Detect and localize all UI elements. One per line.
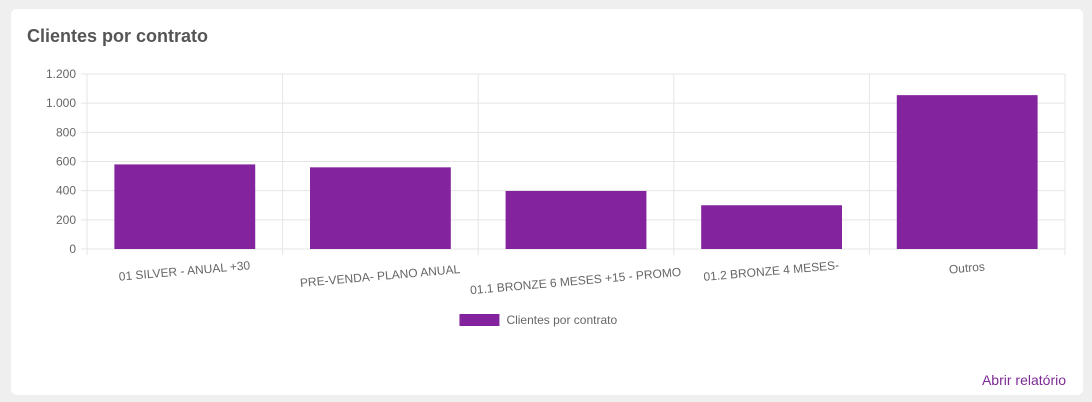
legend-swatch — [459, 314, 500, 326]
y-tick-label: 1.000 — [46, 96, 76, 110]
x-category-label: PRE-VENDA- PLANO ANUAL — [299, 262, 461, 290]
chart-card: Clientes por contrato 0 200 400 600 800 1.000… — [11, 9, 1083, 395]
y-tick-label: 400 — [56, 184, 76, 198]
x-category-label: 01.1 BRONZE 6 MESES +15 - PROMO — [470, 265, 682, 297]
open-report-link[interactable]: Abrir relatório — [981, 372, 1066, 388]
bar — [701, 205, 843, 249]
y-tick-label: 600 — [56, 155, 76, 169]
x-category-label: 01.2 BRONZE 4 MESES- — [703, 258, 840, 284]
bar — [114, 164, 256, 249]
y-tick-label: 800 — [56, 125, 76, 139]
bar — [896, 95, 1038, 249]
y-tick-label: 200 — [56, 213, 76, 227]
card-title: Clientes por contrato — [27, 26, 209, 46]
y-tick-label: 0 — [69, 242, 76, 256]
bar-chart: 0 200 400 600 800 1.000 1.200 01 SILVER - ANUAL… — [46, 67, 1066, 327]
bar — [505, 190, 647, 249]
y-tick-label: 1.200 — [46, 67, 76, 81]
x-category-label: 01 SILVER - ANUAL +30 — [118, 258, 251, 283]
x-category-label: Outros — [948, 259, 985, 276]
legend-label: Clientes por contrato — [506, 313, 617, 327]
bar — [309, 167, 451, 249]
